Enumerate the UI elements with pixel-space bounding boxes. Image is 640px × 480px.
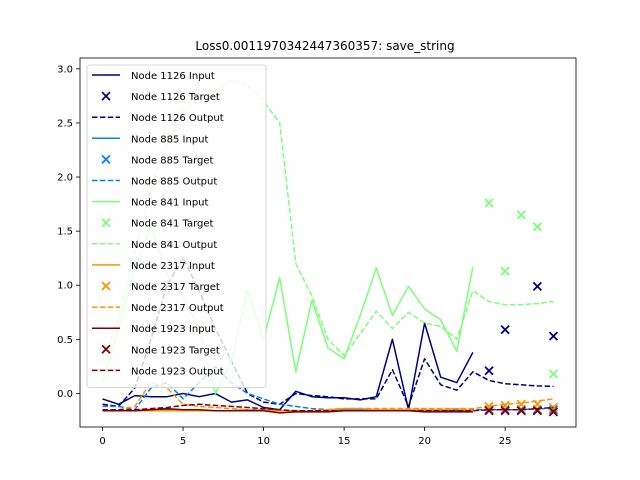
legend: Node 1126 Input Node 1126 Target Node 1126… — [86, 64, 267, 388]
y-tick-label: 2.0 — [57, 173, 73, 184]
legend-swatch-marker — [101, 281, 111, 291]
y-tick-label: 3.0 — [57, 64, 73, 75]
series-line-node-1126-input — [102, 322, 474, 411]
target-marker-node-1126-target — [548, 331, 559, 341]
x-tick-label: 20 — [418, 436, 431, 447]
plot-area — [101, 78, 559, 417]
series-line-node-2317-output — [102, 381, 554, 412]
legend-label: Node 2317 Target — [131, 282, 220, 293]
target-marker-node-1923-target — [500, 406, 510, 416]
chart-title: Loss0.0011970342447360357: save_string — [195, 39, 454, 53]
legend-label: Node 841 Output — [131, 240, 217, 251]
x-tick-label: 5 — [180, 436, 186, 447]
legend-label: Node 1923 Target — [131, 345, 220, 356]
legend-item: Node 841 Input — [92, 198, 209, 209]
legend-item: Node 1923 Output — [92, 366, 224, 377]
target-marker-node-1923-target — [484, 406, 494, 416]
legend-item: Node 841 Output — [92, 240, 217, 251]
y-tick-label: 0.5 — [57, 335, 73, 346]
y-tick-label: 1.0 — [57, 281, 73, 292]
y-tick-label: 2.5 — [57, 118, 73, 129]
legend-item: Node 1126 Target — [101, 91, 220, 103]
y-tick-label: 1.5 — [57, 227, 73, 238]
legend-swatch-marker — [101, 218, 111, 228]
legend-label: Node 841 Target — [131, 219, 214, 230]
target-marker-node-1126-target — [532, 281, 542, 291]
legend-label: Node 2317 Output — [131, 303, 224, 314]
legend-label: Node 1923 Output — [131, 366, 224, 377]
legend-item: Node 2317 Target — [101, 281, 220, 293]
target-marker-node-841-target — [532, 222, 542, 232]
legend-item: Node 1923 Input — [92, 324, 215, 335]
legend-label: Node 1126 Target — [131, 92, 220, 103]
legend-swatch-marker — [101, 154, 111, 165]
y-axis: 0.0 0.5 1.0 1.5 2.0 2.5 3.0 — [57, 64, 80, 400]
target-marker-node-1923-target — [516, 406, 526, 416]
legend-label: Node 841 Input — [131, 198, 209, 209]
legend-item: Node 1923 Target — [101, 344, 220, 356]
x-tick-label: 0 — [99, 436, 105, 447]
legend-item: Node 2317 Output — [92, 303, 224, 314]
x-tick-label: 25 — [499, 436, 512, 447]
legend-item: Node 841 Target — [101, 218, 214, 230]
legend-item: Node 885 Target — [101, 154, 214, 166]
target-marker-node-841-target — [484, 198, 494, 208]
legend-label: Node 885 Input — [131, 134, 209, 145]
legend-label: Node 885 Target — [131, 155, 214, 166]
target-marker-node-841-target — [500, 266, 510, 276]
series-line-node-1923-output — [102, 403, 554, 412]
legend-label: Node 1126 Input — [131, 71, 215, 82]
legend-item: Node 2317 Input — [92, 261, 215, 272]
legend-item: Node 1126 Output — [92, 113, 224, 124]
target-marker-node-885-target — [548, 405, 559, 415]
legend-label: Node 1923 Input — [131, 324, 215, 335]
target-marker-node-1923-target — [548, 407, 559, 417]
legend-label: Node 1126 Output — [131, 113, 224, 124]
legend-swatch-marker — [101, 91, 111, 101]
legend-item: Node 1126 Input — [92, 71, 215, 82]
x-axis: 0 5 10 15 20 25 — [99, 427, 512, 447]
x-tick-label: 10 — [257, 436, 270, 447]
target-marker-node-1126-target — [484, 366, 494, 376]
y-tick-label: 0.0 — [57, 389, 73, 400]
target-marker-node-841-target — [516, 210, 526, 220]
target-marker-node-841-target — [548, 369, 559, 379]
legend-item: Node 885 Output — [92, 177, 217, 188]
legend-box — [86, 64, 267, 388]
legend-swatch-marker — [101, 344, 111, 354]
legend-label: Node 2317 Input — [131, 261, 215, 272]
legend-label: Node 885 Output — [131, 177, 217, 188]
axes-frame — [79, 57, 577, 428]
target-marker-node-1126-target — [500, 324, 510, 335]
legend-item: Node 885 Input — [92, 134, 209, 145]
x-tick-label: 15 — [338, 436, 351, 447]
